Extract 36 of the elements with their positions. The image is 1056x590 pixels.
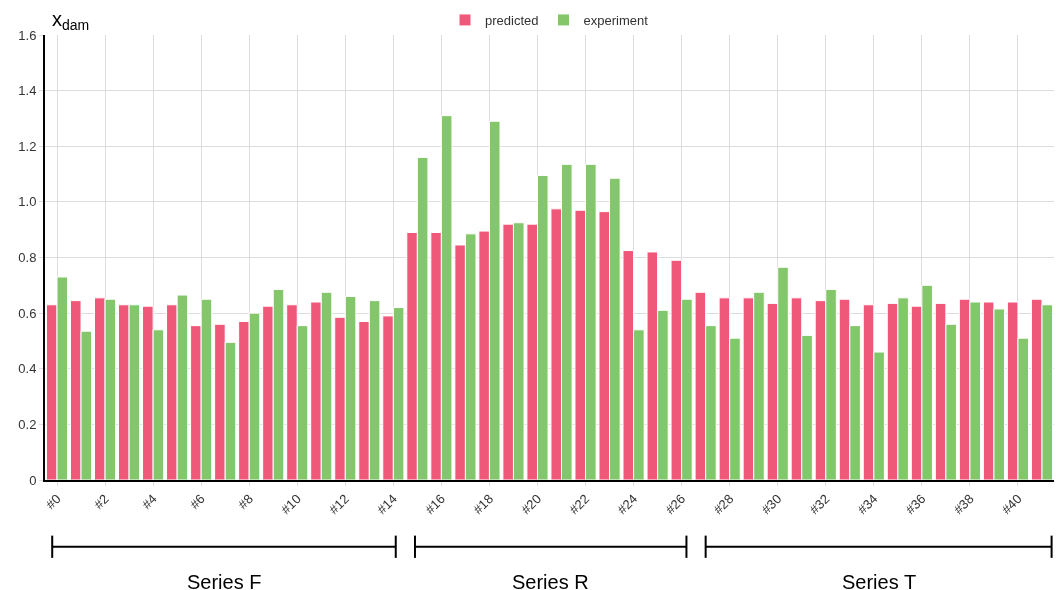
text: Series F [187,571,262,590]
y-tick-label: 0.8 [18,250,37,266]
x-tick-label: #12 [326,491,353,518]
x-tick-label: #4 [138,491,160,513]
x-tick-label: #0 [42,491,64,513]
x-tick-label: #26 [662,491,689,518]
y-tick-label: 1.2 [18,138,37,154]
x-tick-label: #6 [187,491,208,513]
x-tick-label: #34 [854,491,881,518]
y-axis-title: x$_{dam}$ [52,8,90,34]
y-tick-label: 1.0 [18,194,37,210]
x-tick-label: #38 [950,491,977,518]
x-tick-label: #36 [902,491,929,518]
y-tick-label: 0.6 [18,305,37,321]
x-tick-label: #24 [614,491,641,518]
y-tick-label: 0.2 [18,416,37,432]
x-tick-label: #18 [470,491,497,518]
text: Series T [842,571,917,590]
x-tick-label: #30 [758,491,785,518]
x-tick-label: #2 [90,491,112,513]
x-tick-label: #10 [278,491,304,518]
x-tick-label: #14 [374,491,401,518]
x-tick-label: #8 [235,491,256,513]
x-tick-label: #40 [998,491,1025,518]
y-tick-label: 0.4 [18,361,37,377]
y-tick-label: 1.6 [18,27,37,43]
legend-label: predicted [485,13,539,29]
y-tick-label: 0 [29,472,37,488]
x-tick-label: #16 [422,491,449,518]
y-tick-label: 1.4 [18,83,37,99]
x-tick-label: #20 [518,491,545,518]
x-tick-label: #22 [566,491,593,518]
legend-label: experiment [583,13,649,29]
text: Series R [512,571,589,590]
x-tick-label: #28 [710,491,737,518]
x-tick-label: #32 [806,491,833,518]
